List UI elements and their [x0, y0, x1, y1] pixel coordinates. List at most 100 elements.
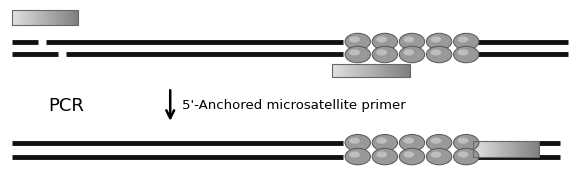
Ellipse shape	[403, 151, 414, 158]
Bar	[381, 64, 383, 77]
Bar	[379, 64, 380, 77]
Bar	[347, 64, 349, 77]
Bar	[74, 10, 75, 25]
Bar	[493, 141, 494, 157]
Bar	[338, 64, 339, 77]
Ellipse shape	[458, 138, 469, 144]
Bar	[398, 64, 399, 77]
Bar	[57, 10, 58, 25]
Bar	[340, 64, 342, 77]
Ellipse shape	[426, 33, 452, 50]
Bar	[479, 141, 481, 157]
Ellipse shape	[403, 138, 414, 144]
Bar	[334, 64, 335, 77]
Bar	[396, 64, 398, 77]
Bar	[484, 141, 485, 157]
Bar	[517, 141, 519, 157]
Bar	[364, 64, 365, 77]
Bar	[52, 10, 54, 25]
Bar	[501, 141, 503, 157]
Bar	[527, 141, 529, 157]
Bar	[530, 141, 532, 157]
Bar	[46, 10, 47, 25]
Ellipse shape	[376, 36, 387, 43]
Bar	[477, 141, 478, 157]
Bar	[507, 141, 508, 157]
Bar	[494, 141, 495, 157]
Bar	[38, 10, 39, 25]
Ellipse shape	[345, 134, 370, 151]
Bar	[370, 64, 372, 77]
Bar	[509, 141, 510, 157]
Bar	[391, 64, 393, 77]
Bar	[492, 141, 493, 157]
Ellipse shape	[345, 46, 370, 63]
Ellipse shape	[430, 151, 441, 158]
Bar	[502, 141, 504, 157]
Ellipse shape	[430, 36, 441, 43]
Bar	[505, 141, 507, 157]
Bar	[511, 141, 513, 157]
Ellipse shape	[399, 33, 425, 50]
Text: PCR: PCR	[48, 97, 84, 115]
Bar	[538, 141, 539, 157]
Bar	[537, 141, 538, 157]
Bar	[384, 64, 386, 77]
Bar	[394, 64, 396, 77]
Bar	[478, 141, 479, 157]
Bar	[500, 141, 502, 157]
Bar	[492, 141, 493, 157]
Bar	[47, 10, 48, 25]
Bar	[17, 10, 18, 25]
Bar	[16, 10, 17, 25]
Ellipse shape	[345, 148, 370, 165]
Bar	[392, 64, 394, 77]
Bar	[380, 64, 382, 77]
Bar	[40, 10, 41, 25]
Bar	[17, 10, 18, 25]
Bar	[353, 64, 355, 77]
Bar	[77, 10, 78, 25]
Bar	[343, 64, 344, 77]
Bar	[35, 10, 36, 25]
Bar	[393, 64, 395, 77]
Bar	[59, 10, 61, 25]
Bar	[539, 141, 540, 157]
Bar	[511, 141, 512, 157]
Bar	[13, 10, 14, 25]
Bar	[61, 10, 62, 25]
Bar	[361, 64, 362, 77]
Bar	[521, 141, 523, 157]
Bar	[383, 64, 385, 77]
Bar	[36, 10, 38, 25]
Bar	[408, 64, 409, 77]
Bar	[479, 141, 480, 157]
Ellipse shape	[372, 46, 398, 63]
Bar	[44, 10, 45, 25]
Bar	[529, 141, 530, 157]
Bar	[332, 64, 410, 77]
Bar	[523, 141, 524, 157]
Bar	[51, 10, 52, 25]
Bar	[489, 141, 490, 157]
Bar	[12, 10, 78, 25]
Bar	[72, 10, 73, 25]
Bar	[389, 64, 391, 77]
Bar	[339, 64, 340, 77]
Bar	[66, 10, 68, 25]
Bar	[48, 10, 50, 25]
Bar	[490, 141, 492, 157]
Bar	[486, 141, 488, 157]
Bar	[34, 10, 35, 25]
Bar	[526, 141, 527, 157]
Ellipse shape	[349, 49, 360, 56]
Bar	[73, 10, 74, 25]
Bar	[346, 64, 347, 77]
Bar	[67, 10, 69, 25]
Ellipse shape	[399, 46, 425, 63]
Bar	[477, 141, 479, 157]
Bar	[366, 64, 368, 77]
Bar	[15, 10, 16, 25]
Bar	[409, 64, 410, 77]
Ellipse shape	[399, 148, 425, 165]
